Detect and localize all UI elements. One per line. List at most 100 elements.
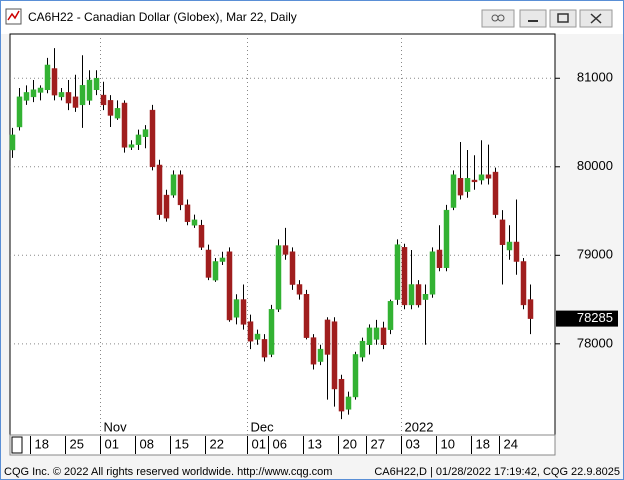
candle-body [485, 174, 492, 179]
x-tick-label: 01 [252, 436, 266, 451]
last-price-label: 78285 [577, 310, 613, 325]
link-button[interactable] [481, 9, 515, 28]
x-tick-label: 03 [406, 436, 420, 451]
candle-body [86, 79, 93, 101]
candle-body [268, 309, 275, 355]
x-tick-label: 01 [105, 436, 119, 451]
candle-body [317, 348, 324, 362]
candle-body [450, 174, 457, 208]
window-title: CA6H22 - Canadian Dollar (Globex), Mar 2… [28, 10, 297, 24]
candle-body [191, 219, 198, 226]
candle-body [233, 299, 240, 318]
x-axis-marker [11, 436, 23, 454]
y-tick-label: 79000 [577, 247, 613, 262]
candle-body [401, 247, 408, 306]
candle-body [464, 178, 471, 192]
candle-body [156, 164, 163, 215]
candle-body [219, 257, 226, 262]
x-tick-label: 18 [476, 436, 490, 451]
y-tick-label: 80000 [577, 158, 613, 173]
candle-body [506, 241, 513, 251]
candle-body [65, 92, 72, 104]
candle-body [513, 241, 520, 262]
x-tick-label: 25 [70, 436, 84, 451]
footer-left: CQG Inc. © 2022 All rights reserved worl… [4, 466, 332, 478]
candle-body [331, 321, 338, 390]
candle-body [345, 396, 352, 410]
minimize-button[interactable] [519, 9, 547, 28]
candle-body [324, 319, 331, 355]
candle-body [149, 109, 156, 168]
candle-body [79, 85, 86, 106]
candle-body [177, 174, 184, 206]
last-price-box [556, 310, 618, 327]
candle-body [51, 68, 58, 96]
candle-body [338, 378, 345, 412]
x-tick-label: 13 [308, 436, 322, 451]
candle-body [282, 245, 289, 255]
month-label: Dec [251, 419, 275, 434]
x-tick-label: 20 [343, 436, 357, 451]
candle-body [499, 219, 506, 245]
candle-body [387, 301, 394, 330]
x-tick-label: 08 [140, 436, 154, 451]
candle-body [492, 171, 499, 215]
app-icon [5, 8, 22, 25]
candle-body [135, 134, 142, 145]
candle-body [373, 327, 380, 340]
candle-body [100, 94, 107, 106]
x-tick-label: 15 [175, 436, 189, 451]
candle-body [226, 251, 233, 321]
candle-body [457, 178, 464, 196]
close-button[interactable] [579, 9, 613, 28]
candle-body [205, 249, 212, 278]
x-tick-label: 10 [441, 436, 455, 451]
x-tick-label: 27 [371, 436, 385, 451]
candle-body [44, 64, 51, 91]
candle-body [30, 89, 37, 98]
candle-body [254, 333, 261, 340]
y-tick-label: 78000 [577, 335, 613, 350]
candle-body [380, 327, 387, 345]
candle-body [289, 251, 296, 285]
x-tick-label: 24 [504, 436, 518, 451]
candle-body [261, 339, 268, 358]
candle-body [72, 96, 79, 108]
candle-body [366, 327, 373, 345]
candle-body [121, 102, 128, 148]
candle-body [520, 261, 527, 306]
candle-body [415, 284, 422, 306]
month-label: 2022 [405, 419, 434, 434]
candle-body [9, 134, 16, 151]
maximize-button[interactable] [549, 9, 577, 28]
candle-body [352, 354, 359, 398]
y-tick-label: 81000 [577, 70, 613, 85]
candle-body [107, 100, 114, 116]
candle-body [408, 284, 415, 306]
candle-body [58, 92, 65, 98]
candle-body [240, 299, 247, 325]
candle-body [198, 224, 205, 248]
candle-body [247, 321, 254, 342]
candle-body [170, 174, 177, 196]
x-tick-label: 18 [35, 436, 49, 451]
candle-body [275, 245, 282, 310]
candle-body [436, 249, 443, 268]
candle-body [23, 92, 30, 101]
x-tick-label: 06 [273, 436, 287, 451]
x-axis-band [9, 434, 556, 456]
candle-body [478, 174, 485, 181]
footer-right: CA6H22,D | 01/28/2022 17:19:42, CQG 22.9… [374, 466, 620, 478]
candle-body [163, 194, 170, 219]
candle-body [212, 261, 219, 281]
candle-body [128, 144, 135, 148]
candle-body [142, 129, 149, 137]
candle-body [16, 96, 23, 128]
candle-body [471, 179, 478, 183]
candle-body [114, 108, 121, 119]
candle-body [37, 87, 44, 93]
candle-body [422, 294, 429, 300]
candle-body [303, 294, 310, 338]
candle-body [359, 340, 366, 358]
candle-body [394, 244, 401, 300]
